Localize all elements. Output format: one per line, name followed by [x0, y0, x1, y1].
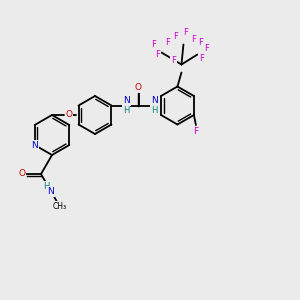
Text: H: H: [123, 106, 130, 115]
Text: F: F: [193, 127, 199, 136]
Text: F: F: [198, 38, 203, 47]
Text: F: F: [155, 50, 160, 59]
Text: H: H: [43, 182, 49, 191]
Text: F: F: [191, 35, 196, 44]
Text: H: H: [151, 106, 158, 115]
Text: F: F: [173, 32, 178, 41]
Text: N: N: [123, 96, 130, 105]
Text: N: N: [48, 187, 54, 196]
Text: F: F: [204, 44, 209, 53]
Text: CH₃: CH₃: [53, 202, 67, 211]
Text: N: N: [151, 96, 158, 105]
Text: N: N: [31, 140, 38, 149]
Text: F: F: [183, 28, 188, 37]
Text: O: O: [65, 110, 73, 119]
Text: F: F: [199, 54, 204, 63]
Text: O: O: [19, 169, 26, 178]
Text: F: F: [171, 56, 176, 65]
Text: F: F: [165, 38, 170, 47]
Text: O: O: [135, 83, 142, 92]
Text: F: F: [151, 40, 156, 49]
